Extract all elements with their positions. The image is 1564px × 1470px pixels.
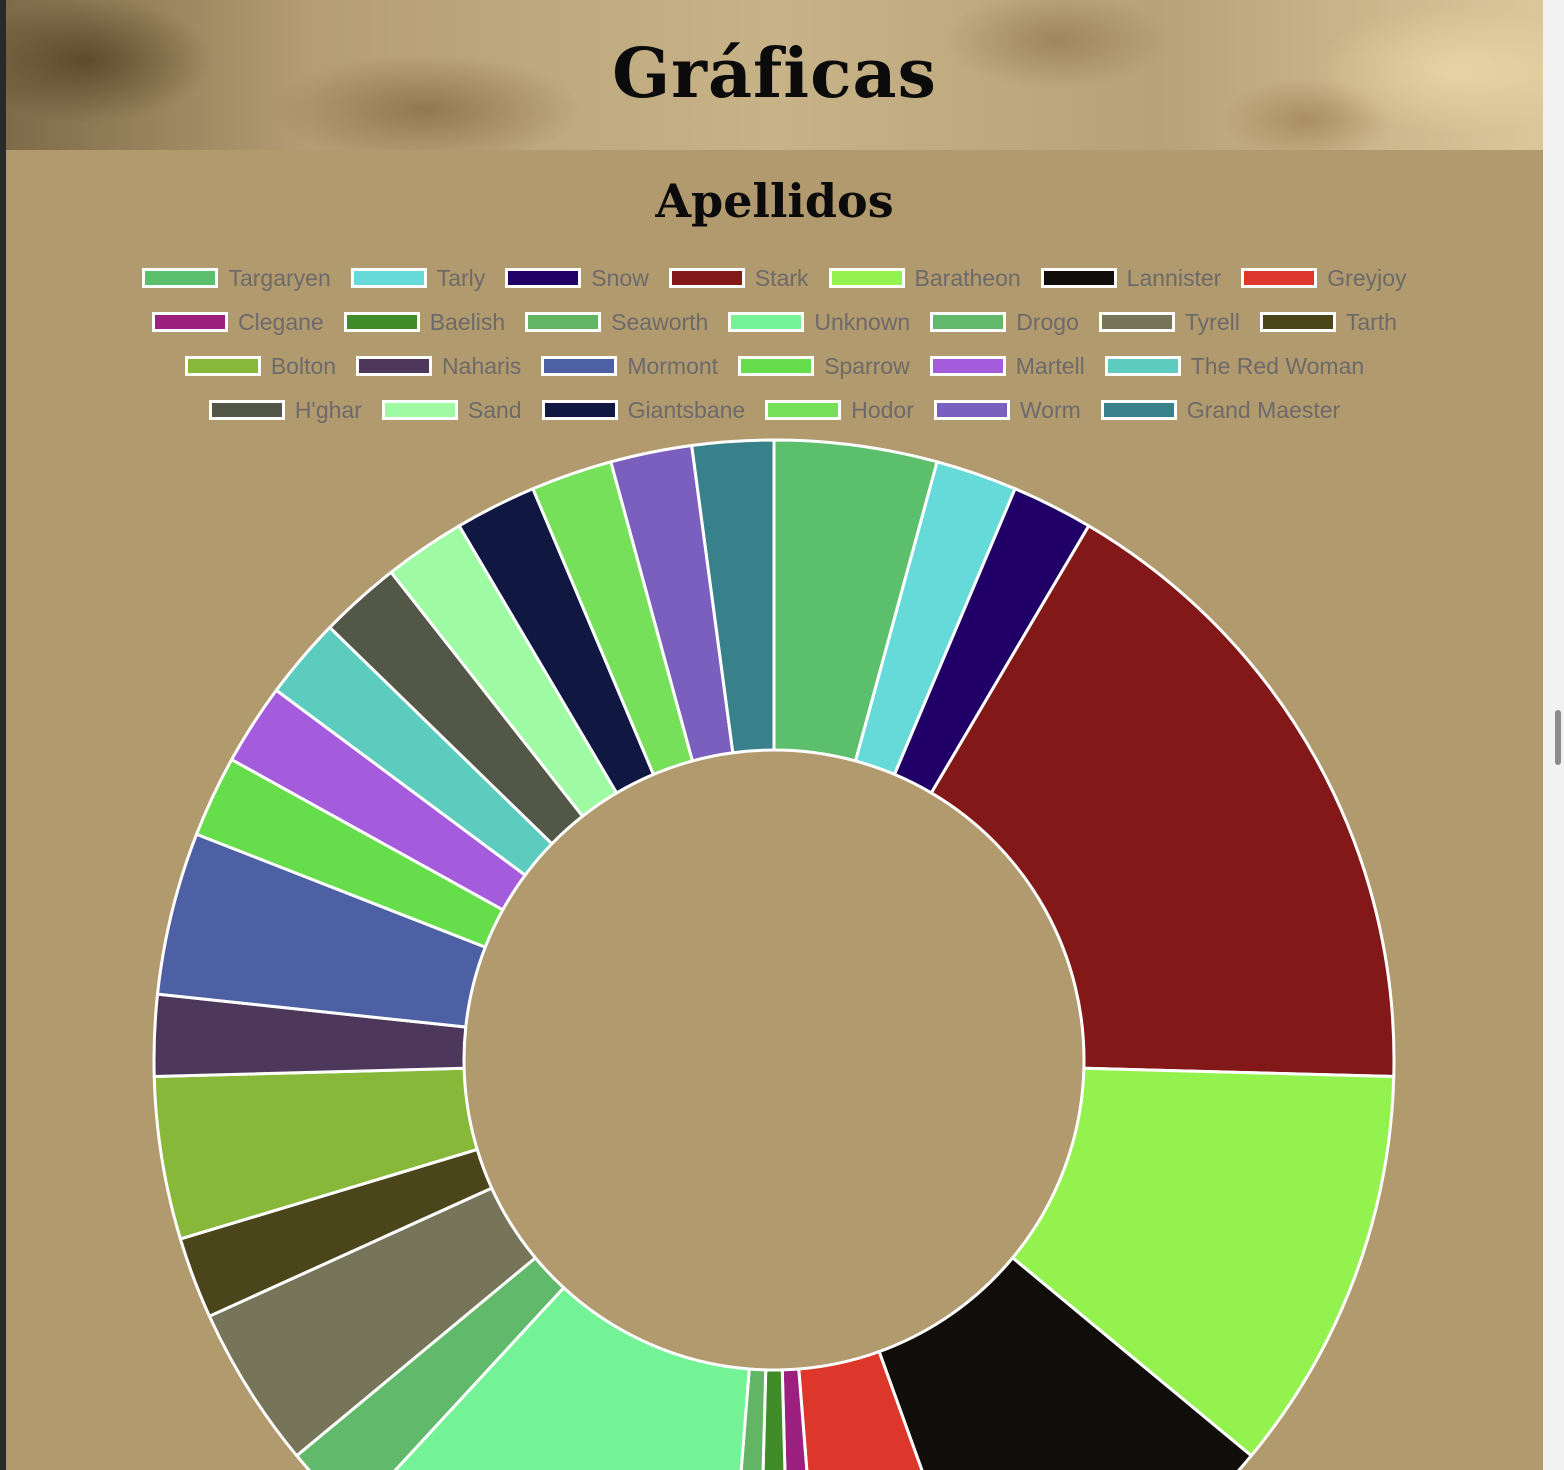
legend-swatch [933, 400, 1010, 420]
legend-item[interactable]: Lannister [1040, 264, 1222, 292]
legend-item[interactable]: Mormont [541, 353, 718, 380]
scrollbar-track[interactable] [1543, 0, 1564, 1470]
legend-label: Sand [467, 396, 522, 423]
donut-slice[interactable] [929, 524, 1396, 1078]
legend-label: Sparrow [824, 352, 910, 379]
legend-label: Seaworth [611, 308, 709, 335]
legend-item[interactable]: Giantsbane [541, 396, 746, 424]
legend-swatch [728, 312, 805, 332]
chart-title: Apellidos [655, 174, 894, 228]
legend-swatch [525, 312, 602, 332]
legend-swatch [930, 312, 1007, 332]
legend-swatch [828, 268, 905, 288]
legend-label: Naharis [442, 352, 522, 379]
legend-swatch [1241, 268, 1318, 288]
legend-label: Snow [591, 264, 649, 291]
legend-swatch [1100, 400, 1177, 420]
donut-slice[interactable] [877, 1256, 1253, 1470]
legend-item[interactable]: Clegane [152, 309, 324, 336]
legend-item[interactable]: Martell [929, 352, 1085, 380]
legend-label: Bolton [270, 352, 337, 379]
legend-label: Martell [1015, 352, 1085, 379]
legend-row: Clegane Baelish Seaworth Unknown Drogo Tyrell… [6, 300, 1543, 344]
legend-label: Worm [1019, 396, 1081, 423]
legend-item[interactable]: The Red Woman [1104, 352, 1365, 380]
legend-item[interactable]: Baelish [343, 308, 506, 336]
legend-swatch [1104, 356, 1181, 376]
donut-slice[interactable] [690, 438, 776, 755]
legend-item[interactable]: Tyrell [1098, 308, 1240, 336]
legend-swatch [350, 268, 427, 288]
legend-swatch [505, 268, 582, 288]
legend-label: Tyrell [1184, 308, 1240, 335]
legend-label: Stark [754, 264, 809, 291]
legend-swatch [1098, 312, 1175, 332]
legend-swatch [142, 268, 219, 288]
legend-label: Tarth [1345, 308, 1397, 335]
legend-label: Hodor [851, 396, 914, 423]
legend-swatch [1040, 268, 1117, 288]
legend-item[interactable]: Stark [668, 264, 809, 292]
legend-item[interactable]: Grand Maester [1100, 396, 1341, 424]
legend-item[interactable]: Targaryen [142, 264, 331, 292]
legend-label: H'ghar [294, 396, 362, 423]
chart-legend: Targaryen Tarly Snow Stark Baratheon Lanniste… [6, 256, 1543, 432]
legend-label: Tarly [436, 264, 486, 291]
legend-item[interactable]: Worm [933, 396, 1081, 424]
legend-item[interactable]: Tarth [1259, 308, 1397, 336]
legend-swatch [343, 312, 420, 332]
legend-swatch [1259, 312, 1336, 332]
legend-swatch [765, 400, 842, 420]
legend-swatch [356, 356, 433, 376]
legend-swatch [541, 356, 618, 376]
legend-item[interactable]: Greyjoy [1241, 264, 1407, 292]
legend-item[interactable]: Snow [505, 265, 649, 292]
legend-item[interactable]: Naharis [356, 353, 521, 380]
legend-swatch [184, 356, 261, 376]
legend-swatch [208, 400, 285, 420]
legend-label: Baelish [429, 308, 506, 335]
donut-slice[interactable] [353, 1286, 751, 1470]
page-title: Gráficas [612, 34, 937, 114]
legend-swatch [152, 312, 229, 332]
legend-swatch [929, 356, 1006, 376]
legend-label: Unknown [814, 308, 911, 335]
legend-item[interactable]: Hodor [765, 397, 914, 424]
donut-slice[interactable] [1011, 1066, 1396, 1458]
legend-item[interactable]: Drogo [930, 309, 1079, 336]
legend-label: Grand Maester [1186, 396, 1341, 423]
legend-row: H'ghar Sand Giantsbane Hodor Worm Grand Maest… [6, 388, 1543, 432]
legend-label: Mormont [627, 352, 719, 379]
legend-label: Greyjoy [1327, 264, 1407, 291]
legend-item[interactable]: H'ghar [208, 396, 362, 424]
legend-item[interactable]: Tarly [350, 264, 486, 292]
legend-item[interactable]: Baratheon [828, 264, 1021, 292]
scrollbar-thumb[interactable] [1555, 710, 1561, 765]
legend-swatch [541, 400, 618, 420]
legend-swatch [381, 400, 458, 420]
legend-swatch [738, 356, 815, 376]
legend-label: Clegane [238, 308, 324, 335]
legend-label: Lannister [1126, 264, 1222, 291]
legend-swatch [668, 268, 745, 288]
page-header: Gráficas [6, 0, 1543, 150]
legend-item[interactable]: Unknown [728, 309, 910, 336]
legend-row: Targaryen Tarly Snow Stark Baratheon Lanniste… [6, 256, 1543, 300]
legend-item[interactable]: Sparrow [738, 353, 910, 380]
legend-item[interactable]: Bolton [184, 352, 337, 380]
donut-slice[interactable] [797, 1350, 985, 1470]
legend-label: Drogo [1016, 308, 1079, 335]
legend-label: Baratheon [914, 264, 1021, 291]
legend-item[interactable]: Seaworth [525, 309, 708, 336]
legend-item[interactable]: Sand [381, 396, 522, 424]
legend-label: Giantsbane [627, 396, 746, 423]
legend-label: Targaryen [228, 264, 331, 291]
legend-label: The Red Woman [1190, 352, 1365, 379]
window-left-edge [0, 0, 6, 1470]
legend-row: Bolton Naharis Mormont Sparrow Martell The Re… [6, 344, 1543, 388]
